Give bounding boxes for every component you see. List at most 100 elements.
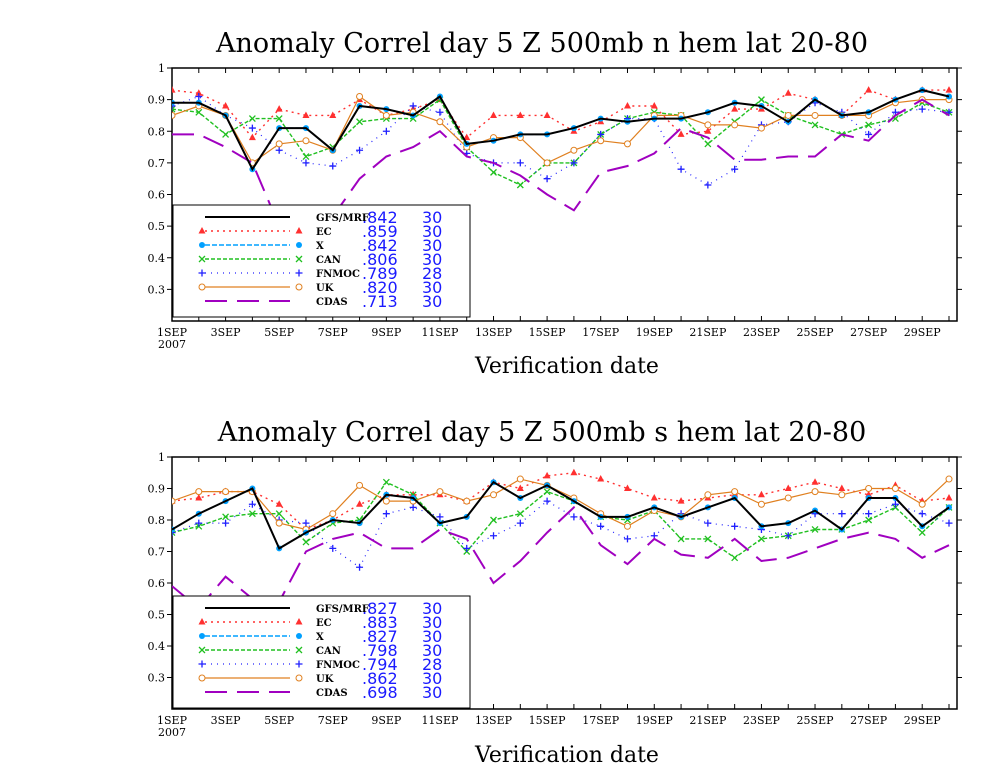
data-point-fnmoc (543, 175, 551, 183)
legend-marker (199, 633, 205, 639)
x-tick-label: 13SEP (475, 714, 513, 727)
x-tick-label: 7SEP (318, 714, 349, 727)
x-tick-sublabel: 2007 (158, 338, 186, 351)
data-point-fnmoc (382, 510, 390, 518)
data-point-uk (704, 491, 712, 499)
legend-count: 30 (422, 292, 442, 311)
data-point-ec (516, 111, 524, 118)
data-point-fnmoc (436, 513, 444, 521)
data-point-ec (275, 105, 283, 112)
series-group (172, 86, 953, 244)
data-point-uk (275, 140, 283, 148)
x-tick-label: 23SEP (743, 326, 781, 339)
legend-mean: .862 (362, 669, 398, 688)
x-tick-label: 3SEP (211, 714, 242, 727)
legend-name: X (316, 241, 324, 252)
data-point-ec (222, 101, 230, 109)
data-point-fnmoc (597, 130, 605, 138)
data-point-ec (275, 500, 283, 507)
data-point-can (918, 529, 926, 537)
data-point-can (865, 121, 873, 129)
data-point-fnmoc (329, 162, 337, 170)
data-point-uk (356, 92, 364, 100)
data-point-ec (543, 471, 551, 479)
data-point-uk (275, 519, 283, 527)
legend-box (172, 595, 471, 709)
data-point-uk (329, 510, 337, 518)
y-tick-label: 0.5 (148, 220, 166, 233)
data-point-uk (731, 488, 739, 496)
data-point-uk (838, 491, 846, 499)
data-point-fnmoc (172, 529, 176, 537)
data-point-uk (811, 111, 819, 119)
data-point-uk (757, 124, 765, 132)
data-point-can (302, 153, 310, 161)
x-tick-label: 11SEP (421, 326, 459, 339)
x-tick-label: 1SEP (157, 326, 188, 339)
data-point-ec (704, 127, 712, 134)
data-point-uk (195, 488, 203, 496)
series-line-uk (172, 478, 950, 531)
legend-count: 30 (422, 627, 442, 646)
legend-mean: .713 (362, 292, 398, 311)
data-point-can (811, 525, 819, 533)
x-tick-label: 9SEP (371, 326, 402, 339)
data-point-fnmoc (409, 102, 417, 110)
data-point-can (543, 488, 551, 496)
data-point-uk (731, 121, 739, 129)
data-point-fnmoc (570, 159, 578, 167)
x-tick-label: 25SEP (797, 326, 835, 339)
data-point-ec (838, 484, 846, 491)
data-point-fnmoc (302, 519, 310, 527)
series-line-can (172, 98, 950, 186)
data-point-fnmoc (784, 532, 792, 540)
legend-name: GFS/MRF (316, 213, 369, 224)
data-point-uk (784, 111, 792, 119)
legend-name: X (316, 632, 324, 643)
x-tick-label: 15SEP (529, 714, 567, 727)
data-point-can (811, 121, 819, 129)
data-point-fnmoc (248, 124, 256, 132)
legend-mean: .842 (362, 236, 398, 255)
chart-north-hemisphere: Anomaly Correl day 5 Z 500mb n hem lat 2… (148, 28, 962, 379)
data-point-ec (516, 484, 524, 491)
data-point-fnmoc (677, 165, 685, 173)
legend-marker (295, 255, 303, 263)
data-point-fnmoc (623, 535, 631, 543)
data-point-fnmoc (329, 544, 337, 552)
data-point-can (704, 535, 712, 543)
data-point-uk (623, 522, 631, 530)
legend-marker (295, 269, 303, 277)
data-point-ec (172, 86, 176, 93)
data-point-ec (463, 133, 471, 141)
data-point-ec (543, 111, 551, 118)
data-point-fnmoc (195, 519, 203, 527)
x-tick-label: 25SEP (797, 714, 835, 727)
series-line-gfs-mrf (172, 89, 950, 172)
legend-name: UK (316, 674, 334, 685)
data-point-uk (704, 121, 712, 129)
y-tick-label: 0.6 (148, 189, 166, 202)
x-tick-label: 11SEP (421, 714, 459, 727)
legend-name: EC (316, 227, 332, 238)
chart-title: Anomaly Correl day 5 Z 500mb s hem lat 2… (217, 417, 867, 448)
data-point-fnmoc (382, 127, 390, 135)
data-point-uk (436, 488, 444, 496)
legend-marker (198, 227, 206, 234)
legend-count: 28 (422, 264, 442, 283)
legend-count: 30 (422, 669, 442, 688)
y-tick-label: 0.7 (148, 157, 166, 170)
legend-mean: .698 (362, 683, 398, 702)
data-point-can (757, 535, 765, 543)
legend-count: 30 (422, 250, 442, 269)
legend-box (172, 204, 471, 318)
legend-count: 30 (422, 683, 442, 702)
data-point-fnmoc (436, 108, 444, 116)
data-point-fnmoc (222, 519, 230, 527)
data-point-ec (677, 497, 685, 504)
data-point-fnmoc (891, 500, 899, 508)
data-point-ec (623, 101, 631, 109)
x-tick-label: 23SEP (743, 714, 781, 727)
